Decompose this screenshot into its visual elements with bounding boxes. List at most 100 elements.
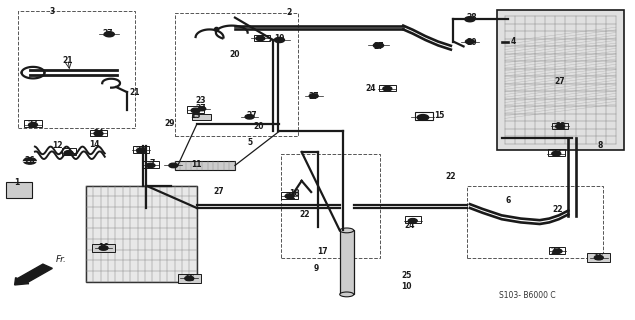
Text: 20: 20 [254,122,264,131]
Bar [552,123,568,129]
Text: 24: 24 [365,84,375,92]
Circle shape [556,124,565,129]
Text: 24: 24 [94,129,104,138]
Text: 6: 6 [505,196,511,204]
Text: 27: 27 [246,111,257,120]
Text: 27: 27 [551,149,561,158]
Circle shape [64,151,73,155]
Text: 22: 22 [300,210,310,219]
Circle shape [185,276,194,281]
Text: 22: 22 [552,205,563,214]
Bar [587,253,610,262]
Circle shape [408,219,417,223]
Ellipse shape [340,228,354,233]
Text: 27: 27 [103,29,113,38]
Bar [187,106,204,113]
Text: 16: 16 [184,274,194,283]
Circle shape [198,107,206,111]
Text: 27: 27 [28,120,38,129]
Circle shape [383,86,392,91]
Bar [467,186,603,258]
Bar [281,154,380,258]
Bar [175,13,298,136]
Circle shape [465,17,475,22]
Circle shape [191,108,200,113]
Bar [24,120,42,127]
Ellipse shape [340,292,354,297]
Bar [143,161,159,168]
Circle shape [274,37,284,43]
Text: 4: 4 [511,37,516,46]
Text: 22: 22 [285,192,295,201]
Bar [548,149,565,156]
Bar [340,230,354,294]
Text: 28: 28 [467,13,477,22]
Circle shape [245,115,254,119]
Circle shape [285,194,294,198]
FancyArrow shape [15,264,52,285]
Circle shape [256,36,265,41]
Bar [86,186,197,282]
Bar [178,274,201,283]
Text: 12: 12 [52,141,62,150]
Text: 22: 22 [136,146,146,155]
Circle shape [553,249,562,253]
Circle shape [104,32,114,37]
Text: 16: 16 [594,253,604,262]
Circle shape [594,255,603,260]
Text: 27: 27 [196,104,206,113]
Bar [254,35,270,41]
Text: 24: 24 [404,221,415,230]
Text: 27: 27 [309,92,319,100]
Text: 19: 19 [274,34,284,43]
Circle shape [99,246,108,250]
Text: 27: 27 [214,188,224,196]
Bar [133,146,149,153]
Bar [415,112,433,120]
Bar [379,85,396,91]
Circle shape [169,163,178,168]
Bar [175,161,235,170]
Text: 8: 8 [598,141,603,150]
Text: 13: 13 [190,111,201,120]
Text: 22: 22 [446,172,456,180]
Bar [90,130,107,136]
Bar [405,216,421,223]
Circle shape [137,148,145,153]
Text: 15: 15 [434,111,444,120]
Text: S103- B6000 C: S103- B6000 C [498,292,556,300]
Text: 9: 9 [314,264,319,273]
Text: 18: 18 [289,189,299,198]
Circle shape [373,43,384,48]
Bar [92,244,115,252]
Text: 1: 1 [14,178,19,187]
Text: 17: 17 [318,247,328,256]
Text: 25: 25 [401,271,411,280]
Text: 7: 7 [150,159,155,168]
Circle shape [94,131,103,136]
Bar [192,114,211,120]
Text: 20: 20 [230,50,240,59]
Text: 27: 27 [555,77,565,86]
Circle shape [417,115,429,120]
Bar [497,10,624,150]
Text: 21: 21 [130,88,140,97]
Bar [281,192,298,199]
Bar [62,148,76,155]
Text: 21: 21 [63,56,73,65]
Text: 10: 10 [401,282,411,291]
Circle shape [309,94,318,98]
Text: Fr.: Fr. [56,255,67,264]
Circle shape [29,123,37,127]
Text: 16: 16 [98,244,109,252]
Circle shape [465,39,474,44]
Bar [6,182,32,198]
Text: 27: 27 [551,247,561,256]
Text: 22: 22 [556,122,566,131]
Text: 2: 2 [286,8,291,17]
Circle shape [552,151,561,156]
Circle shape [23,158,36,164]
Text: 14: 14 [89,140,99,149]
Text: 3: 3 [50,7,55,16]
Text: 5: 5 [247,138,252,147]
